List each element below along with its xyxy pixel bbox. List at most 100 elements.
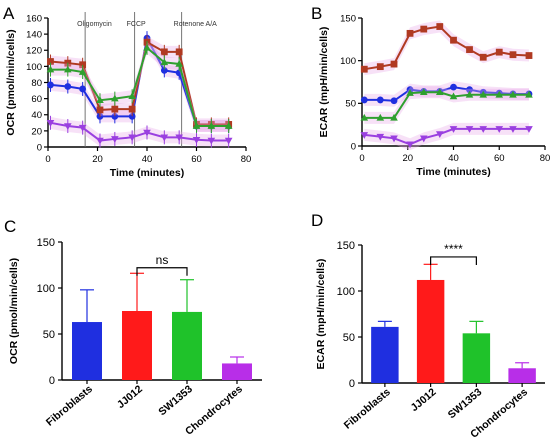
c-y-tick-label: 150 [37,237,55,249]
b-point-jj012 [450,36,457,44]
panel-d-label: D [311,211,323,230]
a-injection-label: FCCP [127,21,146,28]
a-y-tick-label: 40 [31,110,42,121]
b-error-band-jj012 [364,20,529,76]
b-x-axis-title: Time (minutes) [416,166,490,178]
d-y-tick-label: 0 [349,378,355,390]
b-x-tick-label: 80 [540,153,550,164]
b-point-sw1353 [390,113,398,121]
c-category-label: Fibroblasts [44,383,95,429]
a-point-sw1353 [128,92,136,100]
a-series-chondrocytes [46,115,233,148]
a-point-sw1353 [207,122,216,129]
panel-a: A 0 20 40 60 80 100 120 140 160 0 20 40 60 80 Time (mi… [3,4,251,179]
a-point-sw1353 [175,59,183,67]
d-y-tick-label: 150 [337,240,355,252]
b-point-sw1353 [465,90,474,98]
a-point-chondrocytes [128,134,136,142]
a-point-sw1353 [143,43,151,51]
a-line-chondrocytes [50,121,229,142]
b-point-jj012 [360,65,368,73]
b-point-chondrocytes [406,141,414,149]
panel-c-label: C [4,217,16,236]
d-bar [416,279,445,383]
b-point-jj012 [509,51,517,59]
a-x-tick-label: 60 [191,154,202,165]
d-bar [371,326,399,383]
a-point-sw1353 [46,65,55,73]
a-y-tick-label: 120 [26,46,42,57]
b-point-sw1353 [435,88,444,96]
c-bar [122,311,152,380]
b-point-sw1353 [525,90,533,98]
a-y-tick-label: 80 [31,78,42,89]
a-point-jj012 [79,61,87,69]
a-point-chondrocytes [192,136,201,144]
b-point-jj012 [390,60,398,68]
a-point-jj012 [128,105,136,113]
d-bar [462,333,491,383]
panel-b-label: B [311,4,322,23]
b-y-axis-title: ECAR (mpH/min/cells) [318,27,330,138]
a-injection-label: Rotenone A/A [174,21,218,28]
a-point-fibroblasts [111,112,119,120]
b-point-chondrocytes [495,126,504,133]
a-error-band-chondrocytes [50,116,229,147]
a-point-chondrocytes [46,120,55,127]
d-y-axis-title: ECAR (mpH/min/cells) [315,259,327,370]
b-y-tick-label: 0 [351,141,356,152]
a-y-tick-label: 160 [26,13,42,24]
b-point-fibroblasts [466,86,473,94]
b-point-jj012 [479,53,487,61]
a-point-chondrocytes [64,123,72,131]
b-point-sw1353 [406,89,414,96]
a-point-jj012 [47,58,54,65]
a-point-jj012 [175,48,183,56]
a-x-tick-label: 0 [45,154,50,165]
b-point-sw1353 [509,90,517,98]
b-point-sw1353 [479,90,488,98]
c-significance-bracket [136,267,188,276]
b-point-fibroblasts [376,96,384,104]
b-point-jj012 [376,63,384,71]
d-category-label: JJ012 [408,386,438,414]
d-significance-label: **** [444,242,463,256]
d-significance-bracket [430,256,477,265]
b-point-chondrocytes [509,126,517,133]
a-point-chondrocytes [224,137,233,145]
b-x-tick-label: 40 [448,153,459,164]
b-point-sw1353 [376,113,385,121]
a-x-tick-label: 20 [92,154,103,165]
b-point-sw1353 [360,113,369,121]
b-series-chondrocytes [360,122,533,151]
b-series-jj012 [360,20,533,76]
c-bar [222,363,252,380]
a-y-tick-label: 0 [37,142,42,153]
a-point-sw1353 [64,65,72,73]
a-point-sw1353 [78,68,87,75]
b-point-chondrocytes [465,126,474,133]
a-point-chondrocytes [78,124,87,132]
a-point-chondrocytes [160,134,169,142]
a-point-chondrocytes [96,137,104,145]
c-bar [172,311,202,380]
b-y-tick-label: 150 [340,13,356,24]
a-point-fibroblasts [160,67,168,74]
a-point-jj012 [96,106,104,114]
c-bar [72,322,102,380]
b-point-sw1353 [449,92,458,100]
b-point-chondrocytes [376,133,385,141]
a-x-tick-label: 80 [241,154,252,165]
a-point-chondrocytes [143,129,151,137]
b-point-jj012 [525,52,533,59]
c-category-label: JJ012 [115,383,145,411]
b-point-chondrocytes [390,135,398,143]
a-point-sw1353 [192,122,201,129]
c-y-tick-label: 0 [49,375,55,387]
b-y-tick-label: 50 [345,99,356,110]
panel-d: D 0 50 100 150 ECAR (mpH/min/cells) Fibroblas… [311,211,545,441]
c-y-axis-title: OCR (pmol/min/cells) [8,258,20,364]
b-x-tick-label: 60 [494,153,505,164]
c-significance-label: ns [156,253,169,267]
